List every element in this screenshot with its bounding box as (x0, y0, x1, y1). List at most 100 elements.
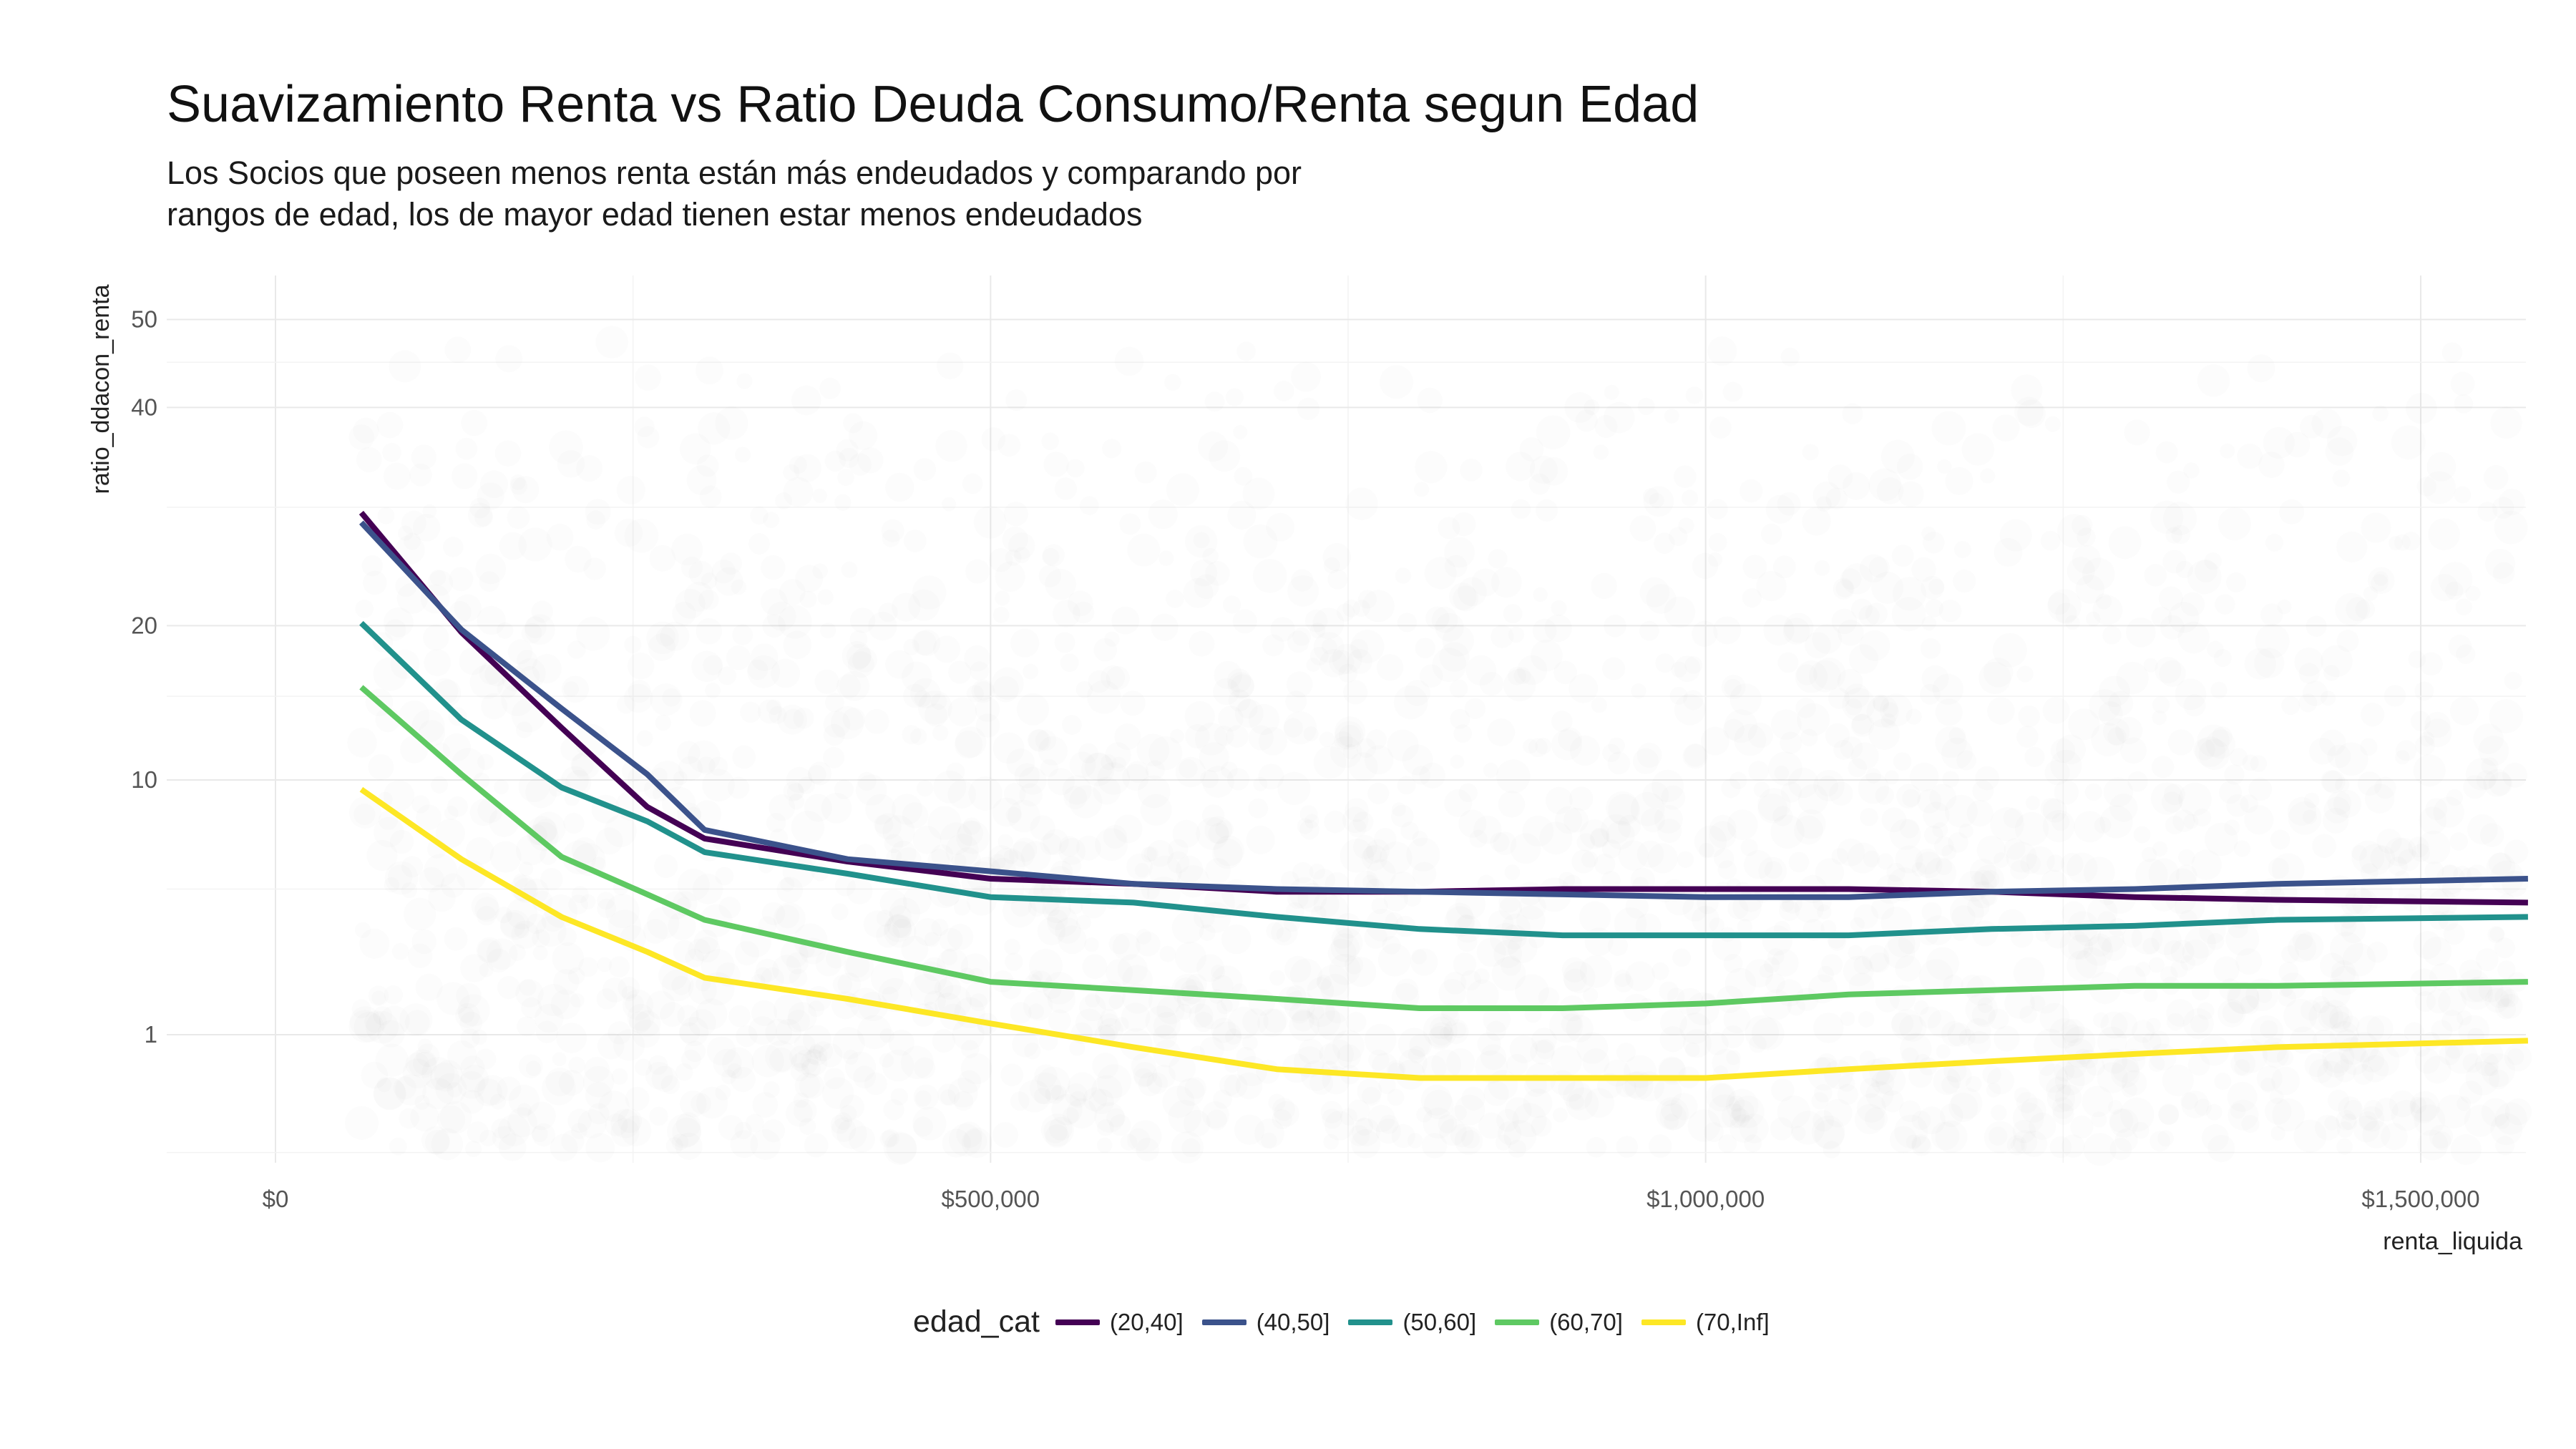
scatter-point (1722, 675, 1746, 699)
scatter-point (1505, 1097, 1532, 1124)
scatter-point (527, 1102, 556, 1131)
scatter-point (1234, 1114, 1265, 1145)
scatter-point (822, 1077, 854, 1109)
scatter-point (667, 1114, 701, 1148)
scatter-point (1781, 348, 1800, 366)
scatter-point (804, 794, 832, 821)
scatter-point (2183, 694, 2205, 716)
scatter-point (1387, 1089, 1405, 1106)
scatter-point (831, 903, 849, 920)
scatter-point (598, 1091, 630, 1122)
scatter-point (1511, 499, 1531, 519)
scatter-point (1297, 398, 1319, 420)
scatter-point (2495, 1103, 2527, 1135)
scatter-point (458, 994, 490, 1026)
scatter-point (1166, 590, 1184, 608)
scatter-point (654, 854, 678, 878)
scatter-point (850, 630, 868, 648)
scatter-point (1501, 955, 1521, 976)
scatter-point (1024, 1043, 1041, 1060)
scatter-point (2197, 364, 2230, 397)
y-tick-label: 40 (131, 394, 157, 420)
scatter-point (447, 796, 468, 817)
scatter-point (2205, 823, 2238, 857)
scatter-point (2159, 660, 2185, 687)
scatter-point (2356, 1015, 2384, 1043)
scatter-point (748, 1016, 777, 1045)
scatter-point (1269, 970, 1285, 985)
scatter-point (1287, 575, 1319, 607)
series-line-3 (359, 685, 2528, 1011)
scatter-point (1337, 603, 1355, 622)
scatter-point (1211, 965, 1243, 997)
scatter-point (495, 440, 522, 467)
scatter-point (1069, 785, 1102, 818)
scatter-point (1258, 763, 1284, 789)
scatter-point (1923, 532, 1945, 554)
scatter-point (2414, 681, 2434, 701)
scatter-point (1248, 799, 1268, 819)
scatter-point (2226, 572, 2246, 592)
scatter-point (2419, 806, 2446, 834)
scatter-point (1670, 687, 1688, 705)
scatter-point (961, 1053, 992, 1085)
scatter-point (1306, 658, 1320, 672)
scatter-point (1108, 994, 1123, 1009)
scatter-point (608, 1021, 631, 1045)
scatter-point (645, 1062, 673, 1090)
scatter-point (1677, 851, 1694, 868)
scatter-point (481, 693, 507, 720)
scatter-point (1924, 825, 1943, 844)
scatter-point (1972, 920, 1998, 946)
scatter-point (1287, 630, 1309, 653)
scatter-point (1531, 640, 1563, 672)
scatter-point (1748, 761, 1769, 781)
scatter-point (2168, 729, 2195, 756)
scatter-point (2424, 1055, 2451, 1083)
scatter-point (2457, 1096, 2472, 1111)
scatter-point (2408, 650, 2426, 668)
scatter-point (634, 1010, 660, 1037)
scatter-point (1225, 1028, 1241, 1045)
scatter-point (2096, 593, 2112, 609)
scatter-point (1053, 600, 1080, 628)
scatter-point (1364, 925, 1387, 949)
scatter-point (1922, 616, 1937, 631)
scatter-point (1337, 1045, 1361, 1068)
scatter-point (1802, 444, 1819, 460)
scatter-point (1604, 615, 1626, 638)
scatter-point (1422, 1133, 1448, 1158)
scatter-point (1986, 1083, 2001, 1098)
y-axis-title: ratio_ddacon_renta (87, 284, 114, 494)
scatter-point (1109, 1114, 1131, 1136)
scatter-point (1770, 814, 1805, 849)
scatter-point (1320, 974, 1350, 1004)
scatter-point (1881, 440, 1915, 474)
scatter-point (726, 645, 751, 670)
scatter-point (609, 956, 630, 977)
scatter-point (2451, 1134, 2482, 1165)
scatter-point (368, 754, 394, 780)
scatter-point (2143, 987, 2157, 1002)
scatter-point (1135, 462, 1157, 484)
scatter-point (2004, 988, 2035, 1019)
scatter-point (2017, 399, 2046, 428)
scatter-point (1616, 1136, 1638, 1158)
scatter-point (1586, 1137, 1607, 1158)
scatter-point (1438, 979, 1466, 1007)
scatter-point (637, 426, 659, 448)
scatter-point (1892, 545, 1914, 567)
scatter-point (398, 525, 413, 540)
scatter-point (1377, 654, 1404, 681)
scatter-point (1942, 771, 1959, 788)
scatter-point (2450, 696, 2479, 725)
scatter-point (1780, 732, 1802, 754)
scatter-point (460, 954, 489, 982)
scatter-point (2335, 742, 2368, 776)
scatter-point (912, 1107, 946, 1141)
scatter-point (1531, 1116, 1551, 1136)
scatter-point (776, 877, 803, 903)
scatter-point (1813, 1013, 1844, 1043)
scatter-point (424, 649, 451, 676)
scatter-point (1639, 621, 1659, 641)
